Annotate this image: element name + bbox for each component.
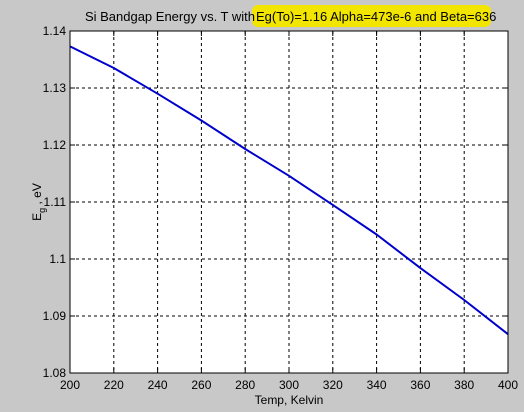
y-tick-label: 1.09 [43,309,67,323]
x-tick-label: 400 [498,378,518,392]
x-tick-label: 300 [279,378,299,392]
x-tick-label: 260 [191,378,211,392]
y-tick-label: 1.1 [49,252,66,266]
title-highlight [252,5,491,27]
y-axis-label-subscript: g [37,208,47,213]
x-tick-label: 380 [454,378,474,392]
y-axis-label: Eg , eV [30,183,47,221]
x-tick-label: 220 [104,378,124,392]
y-tick-label: 1.13 [43,81,67,95]
series-line [69,45,509,335]
x-axis-label: Temp, Kelvin [255,393,324,407]
y-tick-label: 1.11 [44,195,67,209]
y-tick-label: 1.14 [43,24,67,38]
chart-title-parameters: Eg(To)=1.16 Alpha=473e-6 and Beta=636 [256,9,496,24]
y-tick-label: 1.08 [43,366,67,380]
grid [70,31,508,373]
series-layer [69,45,509,335]
y-tick-label: 1.12 [43,138,67,152]
x-tick-label: 320 [323,378,343,392]
axes-box [69,30,509,374]
y-tick-labels: 1.08 1.09 1.1 1.11 1.12 1.13 1.14 [43,24,67,380]
x-tick-label: 340 [367,378,387,392]
x-tick-label: 360 [410,378,430,392]
x-tick-labels: 200 220 240 260 280 300 320 340 360 380 400 [60,378,518,392]
x-tick-label: 240 [148,378,168,392]
chart-title: Si Bandgap Energy vs. T with [85,9,255,24]
y-axis-label-unit: , eV [30,183,44,208]
x-tick-label: 280 [235,378,255,392]
y-axis-label-symbol: E [30,213,44,221]
x-tick-label: 200 [60,378,80,392]
